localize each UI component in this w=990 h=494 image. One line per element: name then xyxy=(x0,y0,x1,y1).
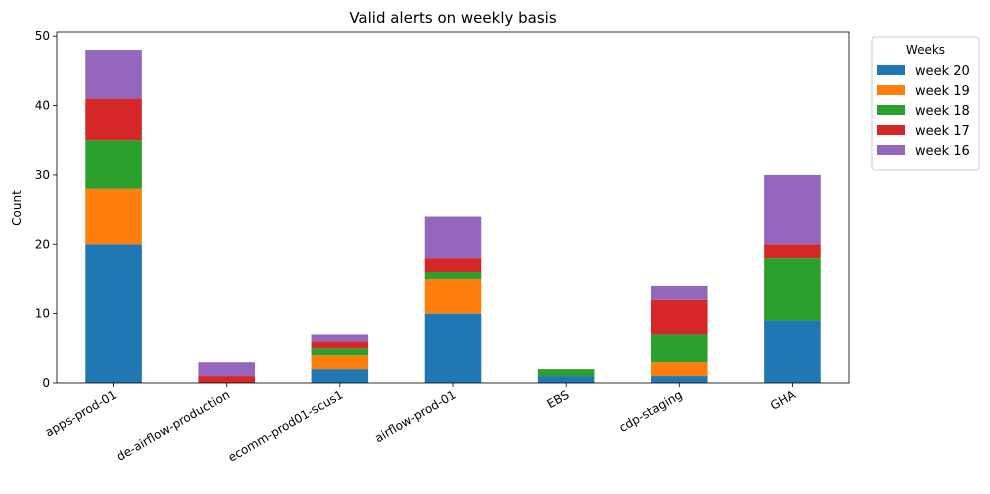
bar-segment-cdp-staging-week-17 xyxy=(651,299,708,335)
chart-title: Valid alerts on weekly basis xyxy=(349,9,557,27)
legend-title: Weeks xyxy=(906,43,945,57)
bar-segment-apps-prod-01-week-19 xyxy=(85,188,142,245)
legend-label-week-19: week 19 xyxy=(915,84,970,99)
bar-segment-GHA-week-16 xyxy=(764,174,821,245)
y-tick-label: 50 xyxy=(35,29,50,43)
bar-segment-GHA-week-17 xyxy=(764,244,821,259)
bar-segment-ecomm-prod01-scus1-week-20 xyxy=(311,369,369,383)
bar-segment-airflow-prod-01-week-20 xyxy=(424,313,482,383)
bar-segment-cdp-staging-week-20 xyxy=(651,376,708,383)
bar-segment-apps-prod-01-week-16 xyxy=(85,50,142,99)
y-tick-label: 10 xyxy=(35,307,50,321)
legend-swatch-week-20 xyxy=(877,65,905,75)
bar-segment-GHA-week-18 xyxy=(764,258,821,321)
x-tick-label: apps-prod-01 xyxy=(43,387,119,439)
bar-segment-de-airflow-production-week-16 xyxy=(198,362,255,377)
legend: Weeks week 20 week 19 week 18 week 17 week 16 xyxy=(871,36,980,171)
bar-segment-airflow-prod-01-week-19 xyxy=(424,278,482,314)
bar-segment-cdp-staging-week-18 xyxy=(651,334,708,363)
y-tick-label: 0 xyxy=(42,376,50,390)
y-tick-label: 20 xyxy=(35,237,50,251)
bar-segment-EBS-week-18 xyxy=(537,369,595,377)
legend-label-week-16: week 16 xyxy=(915,144,970,159)
legend-label-week-18: week 18 xyxy=(915,104,970,119)
x-tick-label: de-airflow-production xyxy=(114,387,232,463)
bar-segment-EBS-week-20 xyxy=(537,376,595,383)
y-axis-label: Count xyxy=(10,190,24,226)
bar-segment-ecomm-prod01-scus1-week-17 xyxy=(311,341,369,349)
x-tick-label: EBS xyxy=(545,387,572,411)
legend-swatch-week-17 xyxy=(877,125,905,135)
bar-segment-apps-prod-01-week-18 xyxy=(85,140,142,189)
legend-label-week-17: week 17 xyxy=(915,124,970,139)
bar-segment-GHA-week-20 xyxy=(764,320,821,383)
x-tick-label: airflow-prod-01 xyxy=(372,387,458,445)
bar-segment-airflow-prod-01-week-16 xyxy=(424,216,482,259)
bar-segment-ecomm-prod01-scus1-week-18 xyxy=(311,348,369,356)
bar-segment-cdp-staging-week-19 xyxy=(651,362,708,377)
bar-segment-ecomm-prod01-scus1-week-19 xyxy=(311,355,369,370)
axes-frame xyxy=(56,31,850,384)
plot-area: apps-prod-01de-airflow-productionecomm-p… xyxy=(35,29,850,465)
legend-swatch-week-18 xyxy=(877,105,905,115)
legend-swatch-week-19 xyxy=(877,85,905,95)
y-tick-label: 30 xyxy=(35,168,50,182)
bar-segment-airflow-prod-01-week-18 xyxy=(424,272,482,279)
bar-segment-ecomm-prod01-scus1-week-16 xyxy=(311,334,369,342)
x-tick-label: cdp-staging xyxy=(617,387,685,434)
bar-segment-apps-prod-01-week-20 xyxy=(85,244,142,383)
y-tick-label: 40 xyxy=(35,99,50,113)
bar-segment-cdp-staging-week-16 xyxy=(651,285,708,300)
legend-label-week-20: week 20 xyxy=(915,64,970,79)
bar-segment-airflow-prod-01-week-17 xyxy=(424,258,482,273)
x-tick-label: GHA xyxy=(768,387,799,413)
bar-segment-de-airflow-production-week-17 xyxy=(198,376,255,383)
bar-segment-apps-prod-01-week-17 xyxy=(85,98,142,141)
legend-swatch-week-16 xyxy=(877,145,905,155)
x-tick-label: ecomm-prod01-scus1 xyxy=(226,387,346,464)
